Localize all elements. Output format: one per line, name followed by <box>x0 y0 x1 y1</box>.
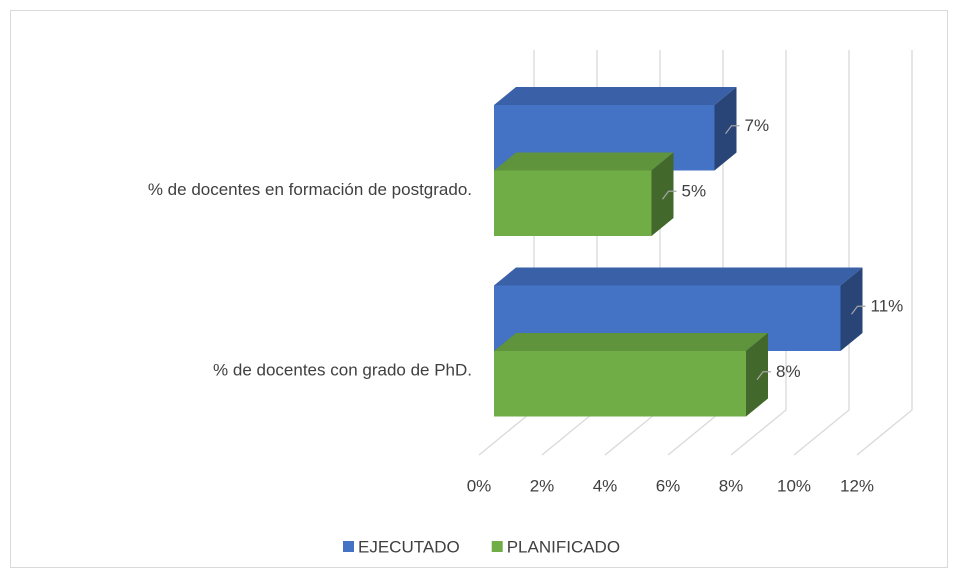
data-label: 11% <box>871 297 904 316</box>
x-tick-label: 4% <box>593 476 618 495</box>
legend-label: EJECUTADO <box>358 537 460 556</box>
legend-swatch <box>343 541 354 552</box>
leader-line <box>662 190 677 200</box>
leader-line <box>851 305 866 315</box>
bar-side <box>714 87 737 171</box>
x-tick-label: 10% <box>777 476 811 495</box>
data-label: 8% <box>776 362 801 381</box>
bar-side <box>651 152 674 236</box>
data-label: 5% <box>682 182 707 201</box>
category-label: % de docentes con grado de PhD. <box>213 360 472 379</box>
bar-top <box>494 333 768 351</box>
legend-label: PLANIFICADO <box>507 537 620 556</box>
bar <box>494 152 674 236</box>
bar <box>494 333 768 417</box>
x-tick-label: 2% <box>530 476 555 495</box>
bar-side <box>746 333 768 417</box>
bar-side <box>840 267 863 351</box>
grid-line <box>730 50 787 456</box>
x-tick-label: 6% <box>656 476 681 495</box>
bar-front <box>494 170 652 236</box>
x-tick-label: 8% <box>719 476 744 495</box>
grid-line <box>793 50 850 456</box>
leader-line <box>756 371 771 381</box>
x-tick-label: 12% <box>840 476 874 495</box>
legend-swatch <box>491 541 503 552</box>
bar-front <box>494 351 746 417</box>
grid-line <box>856 50 913 456</box>
leader-line <box>725 125 740 135</box>
x-tick-label: 0% <box>467 476 492 495</box>
bar-top <box>494 87 737 105</box>
bar-top <box>494 267 863 286</box>
category-label: % de docentes en formación de postgrado. <box>148 180 472 199</box>
data-label: 7% <box>745 116 770 135</box>
bar-top <box>494 152 674 171</box>
